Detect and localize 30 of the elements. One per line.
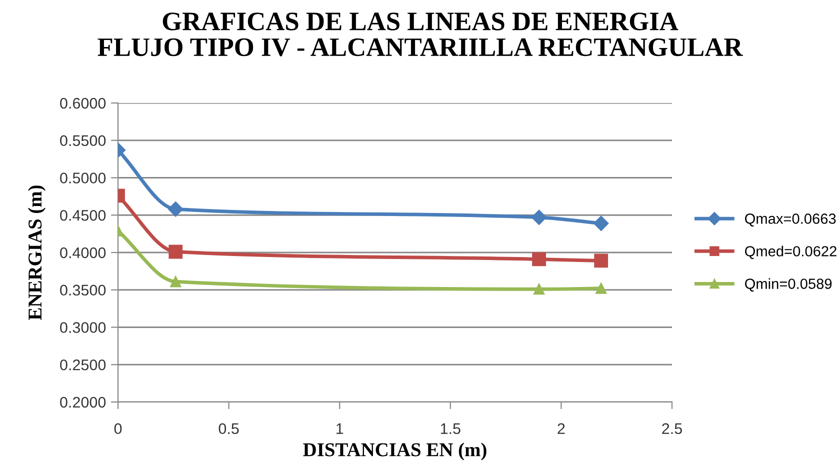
y-tick-label: 0.4000 xyxy=(60,247,106,258)
y-tick-label: 0.3000 xyxy=(60,322,106,333)
point xyxy=(532,252,546,266)
y-axis-title: ENERGIAS (m) xyxy=(28,186,46,320)
point xyxy=(168,202,184,217)
point xyxy=(596,282,607,294)
point xyxy=(533,284,545,295)
legend-label: Qmax=0.0663 xyxy=(745,214,836,226)
y-tick-label: 0.2000 xyxy=(60,396,106,408)
x-tick-label: 2 xyxy=(558,423,565,434)
y-tick-label: 0.2500 xyxy=(60,359,106,370)
point xyxy=(594,254,608,268)
y-tick-label: 0.5500 xyxy=(60,135,106,146)
point xyxy=(594,216,609,231)
y-tick-label: 0.5000 xyxy=(60,172,106,184)
x-tick-label: 0 xyxy=(114,423,122,434)
x-tick-label: 2.5 xyxy=(662,423,682,434)
point xyxy=(168,244,183,259)
point xyxy=(531,210,547,225)
x-axis-title: DISTANCIAS EN (m) xyxy=(303,442,486,460)
x-tick-label: 1.5 xyxy=(440,423,460,434)
x-tick-label: 1 xyxy=(336,423,344,434)
y-tick-label: 0.6000 xyxy=(60,98,106,109)
x-tick-label: 0.5 xyxy=(218,423,239,434)
chart-title: GRAFICAS DE LAS LINEAS DE ENERGIA FLUJO TIPO IV - ALCANTARIILLA RECTANGULAR xyxy=(98,12,743,56)
legend-label: Qmed=0.0622 xyxy=(745,246,836,260)
point xyxy=(170,276,182,288)
y-tick-label: 0.4500 xyxy=(60,210,106,221)
y-tick-label: 0.3500 xyxy=(60,284,106,296)
legend-label: Qmin=0.0589 xyxy=(745,278,832,292)
